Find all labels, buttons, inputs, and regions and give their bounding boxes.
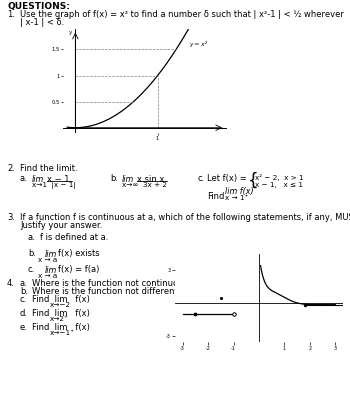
Text: f(x) exists: f(x) exists xyxy=(58,249,100,258)
Text: x→∞  3x + 2: x→∞ 3x + 2 xyxy=(122,182,167,188)
Text: QUESTIONS:: QUESTIONS: xyxy=(7,2,70,11)
Text: a.: a. xyxy=(28,233,36,242)
Text: Let f(x) =: Let f(x) = xyxy=(207,174,247,183)
Text: b.: b. xyxy=(110,174,118,183)
Text: Find the limit.: Find the limit. xyxy=(20,164,78,173)
Text: x → a: x → a xyxy=(38,273,57,279)
Text: x − 1,   x ≤ 1: x − 1, x ≤ 1 xyxy=(255,182,303,188)
Text: x sin x: x sin x xyxy=(137,175,164,184)
Text: x → a: x → a xyxy=(38,257,57,263)
Text: c.: c. xyxy=(20,295,27,304)
Text: lim: lim xyxy=(45,250,57,259)
Text: x → 1⁺: x → 1⁺ xyxy=(225,195,248,201)
Text: Use the graph of f(x) = x² to find a number δ such that | x²-1 | < ½ wherever: Use the graph of f(x) = x² to find a num… xyxy=(20,10,344,19)
Text: x→1  |x − 1|: x→1 |x − 1| xyxy=(32,182,76,189)
Text: d.: d. xyxy=(20,309,28,318)
Text: b.: b. xyxy=(28,249,36,258)
Text: If a function f is continuous at a, which of the following statements, if any, M: If a function f is continuous at a, whic… xyxy=(20,213,350,222)
Text: Where is the function not continuous?: Where is the function not continuous? xyxy=(32,279,193,288)
Text: x→−2: x→−2 xyxy=(50,302,71,308)
Text: y = x²: y = x² xyxy=(189,41,207,47)
Text: | x-1 | < δ.: | x-1 | < δ. xyxy=(20,18,64,27)
Text: Find  lim   f(x): Find lim f(x) xyxy=(32,295,90,304)
Text: y: y xyxy=(69,30,72,35)
Text: e.: e. xyxy=(20,323,28,332)
Text: a.: a. xyxy=(20,279,28,288)
Text: lim: lim xyxy=(45,266,57,275)
Text: c.: c. xyxy=(28,265,35,274)
Text: a.: a. xyxy=(20,174,28,183)
Text: 4.: 4. xyxy=(7,279,15,288)
Text: f is defined at a.: f is defined at a. xyxy=(40,233,108,242)
Text: 2.: 2. xyxy=(7,164,15,173)
Text: 1.: 1. xyxy=(7,10,15,19)
Text: b.: b. xyxy=(20,287,28,296)
Text: x² − 2,  x > 1: x² − 2, x > 1 xyxy=(255,174,304,181)
Text: f(x) = f(a): f(x) = f(a) xyxy=(58,265,99,274)
Text: Where is the function not differentiable?: Where is the function not differentiable… xyxy=(32,287,203,296)
Text: 3.: 3. xyxy=(7,213,15,222)
Text: lim f(x): lim f(x) xyxy=(225,187,254,196)
Text: Find: Find xyxy=(207,192,224,201)
Text: Justify your answer.: Justify your answer. xyxy=(20,221,102,230)
Text: lim: lim xyxy=(122,175,134,184)
Text: lim: lim xyxy=(32,175,44,184)
Text: x − 1: x − 1 xyxy=(47,175,70,184)
Text: c.: c. xyxy=(198,174,205,183)
Text: Find  lim   f(x): Find lim f(x) xyxy=(32,323,90,332)
Text: Find  lim   f(x): Find lim f(x) xyxy=(32,309,90,318)
Text: x→−1⁺: x→−1⁺ xyxy=(50,330,75,336)
Text: {: { xyxy=(248,172,259,190)
Text: x→2⁺: x→2⁺ xyxy=(50,316,69,322)
